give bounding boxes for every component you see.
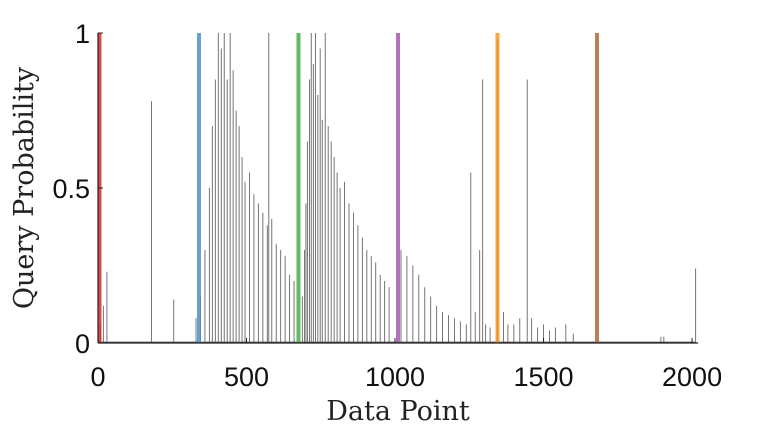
x-ticks: 0 500 1000 1500 2000 [90, 338, 722, 392]
x-tick-label: 500 [224, 362, 269, 392]
x-axis-label: Data Point [326, 396, 470, 427]
y-tick-label: 0 [75, 329, 90, 359]
x-tick-label: 1000 [365, 362, 425, 392]
x-tick-label: 2000 [662, 362, 722, 392]
plot-area [98, 33, 697, 343]
y-tick-label: 1 [75, 19, 90, 49]
x-tick-label: 1500 [514, 362, 574, 392]
y-axis-label: Query Probability [9, 66, 40, 309]
y-tick-label: 0.5 [52, 174, 90, 204]
x-tick-label: 0 [90, 362, 105, 392]
y-ticks: 00.51 [52, 19, 103, 359]
vertical-markers [97, 33, 600, 343]
